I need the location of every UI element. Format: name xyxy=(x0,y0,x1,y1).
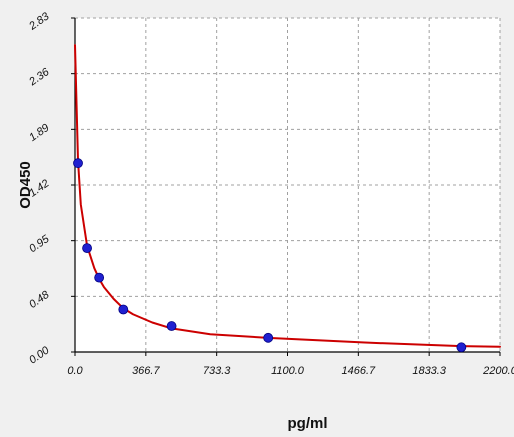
data-point xyxy=(118,304,129,315)
y-tick-label: 0.48 xyxy=(27,288,52,311)
data-point xyxy=(73,158,83,169)
x-tick-label: 0.0 xyxy=(67,365,83,377)
y-tick-label: 0.00 xyxy=(27,344,52,367)
grid-lines xyxy=(75,17,501,352)
y-tick-label: 1.89 xyxy=(27,122,51,144)
x-tick-label: 1833.3 xyxy=(412,365,447,377)
data-point xyxy=(94,272,105,283)
data-point xyxy=(82,243,92,254)
y-tick-label: 2.36 xyxy=(26,66,52,89)
x-axis-title: pg/ml xyxy=(288,415,328,432)
y-tick-label: 0.95 xyxy=(27,233,52,256)
x-tick-label: 366.7 xyxy=(132,365,160,377)
data-points-layer xyxy=(73,158,467,353)
data-point xyxy=(456,342,467,353)
x-tick-label: 733.3 xyxy=(203,365,231,377)
y-tick-label: 2.83 xyxy=(26,10,52,33)
data-point xyxy=(263,332,274,343)
y-axis-title: OD450 xyxy=(17,161,34,209)
data-point xyxy=(166,321,177,331)
x-tick-label: 2200.0 xyxy=(482,365,514,377)
x-tick-label: 1466.7 xyxy=(342,365,377,377)
x-tick-label: 1100.0 xyxy=(271,365,305,377)
